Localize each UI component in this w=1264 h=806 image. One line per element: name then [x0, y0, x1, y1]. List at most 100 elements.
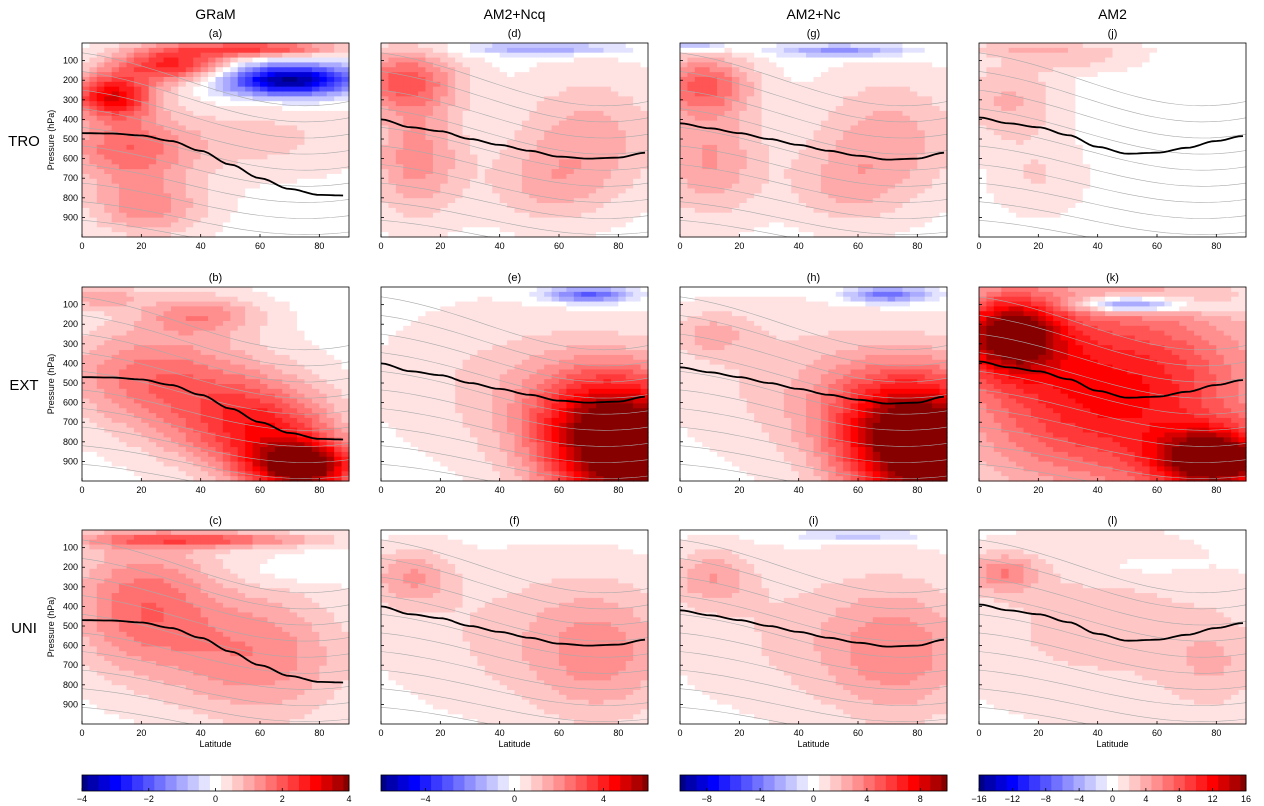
- colorbar-segment: [896, 775, 903, 791]
- y-tick-label: 700: [63, 173, 78, 183]
- panel-label: (g): [807, 28, 820, 40]
- colorbar-segment: [1168, 775, 1175, 791]
- x-tick-label: 0: [976, 485, 981, 495]
- contour-line: [978, 315, 1247, 367]
- contour-line: [679, 539, 948, 594]
- y-tick-label: 900: [63, 212, 78, 222]
- panel-k: (k) 0 20 40 60 80: [976, 272, 1247, 495]
- x-tick-label: 0: [79, 241, 84, 251]
- colorbar-segment: [880, 775, 887, 791]
- contour-line: [978, 127, 1247, 171]
- colorbar-segment: [819, 775, 826, 791]
- colorbar-segment: [1157, 775, 1164, 791]
- panel-e: (e) 0 20 40 60 80: [378, 272, 649, 495]
- x-tick-label: 80: [1211, 728, 1221, 738]
- colorbar-tick-label: −8: [1041, 794, 1051, 804]
- colorbar-segment: [326, 775, 333, 791]
- contour-line: [978, 296, 1247, 351]
- colorbar-segment: [746, 775, 753, 791]
- colorbar-segment: [707, 775, 714, 791]
- x-tick-label: 20: [734, 728, 744, 738]
- panel-label: (f): [509, 515, 519, 527]
- colorbar-segment: [154, 775, 161, 791]
- colorbar-2: −4 0 4: [380, 774, 649, 804]
- colorbar-segment: [757, 775, 764, 791]
- colorbar-segment: [592, 775, 599, 791]
- x-tick-label: 20: [136, 241, 146, 251]
- contour-lines: [380, 539, 649, 725]
- contour-line: [978, 333, 1247, 383]
- colorbar-segment: [1073, 775, 1080, 791]
- colorbar-segment: [397, 775, 404, 791]
- contour-line: [81, 71, 350, 123]
- colorbar-segment: [1218, 775, 1225, 791]
- colorbar-segment: [514, 775, 521, 791]
- colorbar-segment: [503, 775, 510, 791]
- contour-line: [679, 558, 948, 610]
- contour-line: [978, 164, 1247, 203]
- colorbar-tick-label: 2: [280, 794, 285, 804]
- x-tick-label: 0: [79, 485, 84, 495]
- colorbar-segment: [863, 775, 870, 791]
- x-tick-label: 20: [1033, 241, 1043, 251]
- contour-line: [81, 445, 350, 479]
- x-tick-label: 20: [435, 485, 445, 495]
- contour-line: [81, 182, 350, 219]
- colorbar-segment: [642, 775, 649, 791]
- colorbar-tick-label: 0: [811, 794, 816, 804]
- y-tick-label: 700: [63, 660, 78, 670]
- colorbar-segment: [109, 775, 116, 791]
- colorbar-segment: [780, 775, 787, 791]
- plot-frame: [81, 286, 350, 482]
- colorbar-segment: [232, 775, 239, 791]
- tropopause-line: [679, 122, 945, 161]
- x-tick-label: 80: [613, 241, 623, 251]
- contour-line: [978, 389, 1247, 431]
- colorbar-segment: [148, 775, 155, 791]
- colorbar-segment: [132, 775, 139, 791]
- colorbar-segment: [520, 775, 527, 791]
- contour-line: [81, 688, 350, 722]
- contour-line: [81, 408, 350, 447]
- contour-line: [81, 595, 350, 642]
- colorbar-segment: [1229, 775, 1236, 791]
- y-tick-label: 100: [63, 300, 78, 310]
- colorbar-segment: [564, 775, 571, 791]
- colorbar-segment: [293, 775, 300, 791]
- column-title: AM2+Ncq: [484, 6, 546, 22]
- colorbar-segment: [120, 775, 127, 791]
- filled-contours: [82, 287, 350, 482]
- contour-line: [81, 164, 350, 203]
- x-tick-label: 40: [196, 728, 206, 738]
- colorbar-segment: [891, 775, 898, 791]
- x-tick-label: 60: [255, 241, 265, 251]
- x-tick-label: 0: [378, 728, 383, 738]
- x-tick-label: 40: [794, 241, 804, 251]
- colorbar-segment: [254, 775, 261, 791]
- contour-line: [679, 595, 948, 642]
- colorbar-segment: [620, 775, 627, 791]
- colorbar-segment: [298, 775, 305, 791]
- colorbar-segment: [631, 775, 638, 791]
- colorbar-segment: [1045, 775, 1052, 791]
- contour-line: [679, 333, 948, 383]
- contour-line: [81, 389, 350, 431]
- colorbar-segment: [1184, 775, 1191, 791]
- contour-line: [679, 445, 948, 479]
- colorbar-segment: [419, 775, 426, 791]
- colorbar-segment: [193, 775, 200, 791]
- x-tick-label: 0: [378, 241, 383, 251]
- contour-line: [679, 371, 948, 415]
- colorbar-segment: [470, 775, 477, 791]
- plot-frame: [380, 42, 649, 238]
- contour-line: [978, 445, 1247, 479]
- colorbar-segment: [559, 775, 566, 791]
- x-tick-label: 80: [1211, 485, 1221, 495]
- x-tick-label: 80: [912, 241, 922, 251]
- panel-label: (h): [807, 272, 820, 284]
- colorbar-segment: [226, 775, 233, 791]
- colorbar-segment: [1212, 775, 1219, 791]
- contour-line: [380, 595, 649, 642]
- colorbar-segment: [702, 775, 709, 791]
